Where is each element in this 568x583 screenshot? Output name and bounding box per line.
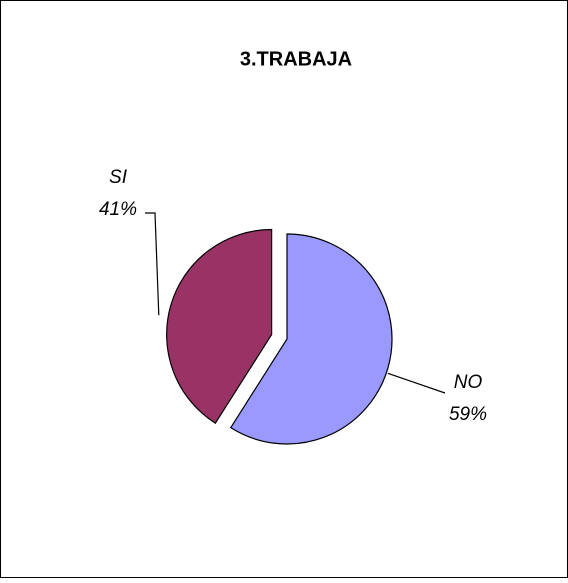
- chart-title: 3.TRABAJA: [240, 48, 352, 70]
- pie-slice: [229, 233, 393, 445]
- leader-line: [145, 212, 160, 316]
- category-label: NO: [454, 372, 483, 393]
- value-label: 41%: [99, 199, 137, 220]
- value-label: 59%: [449, 404, 487, 425]
- pie-slice: [166, 228, 273, 425]
- category-label: SI: [109, 167, 128, 188]
- leader-line: [387, 372, 446, 394]
